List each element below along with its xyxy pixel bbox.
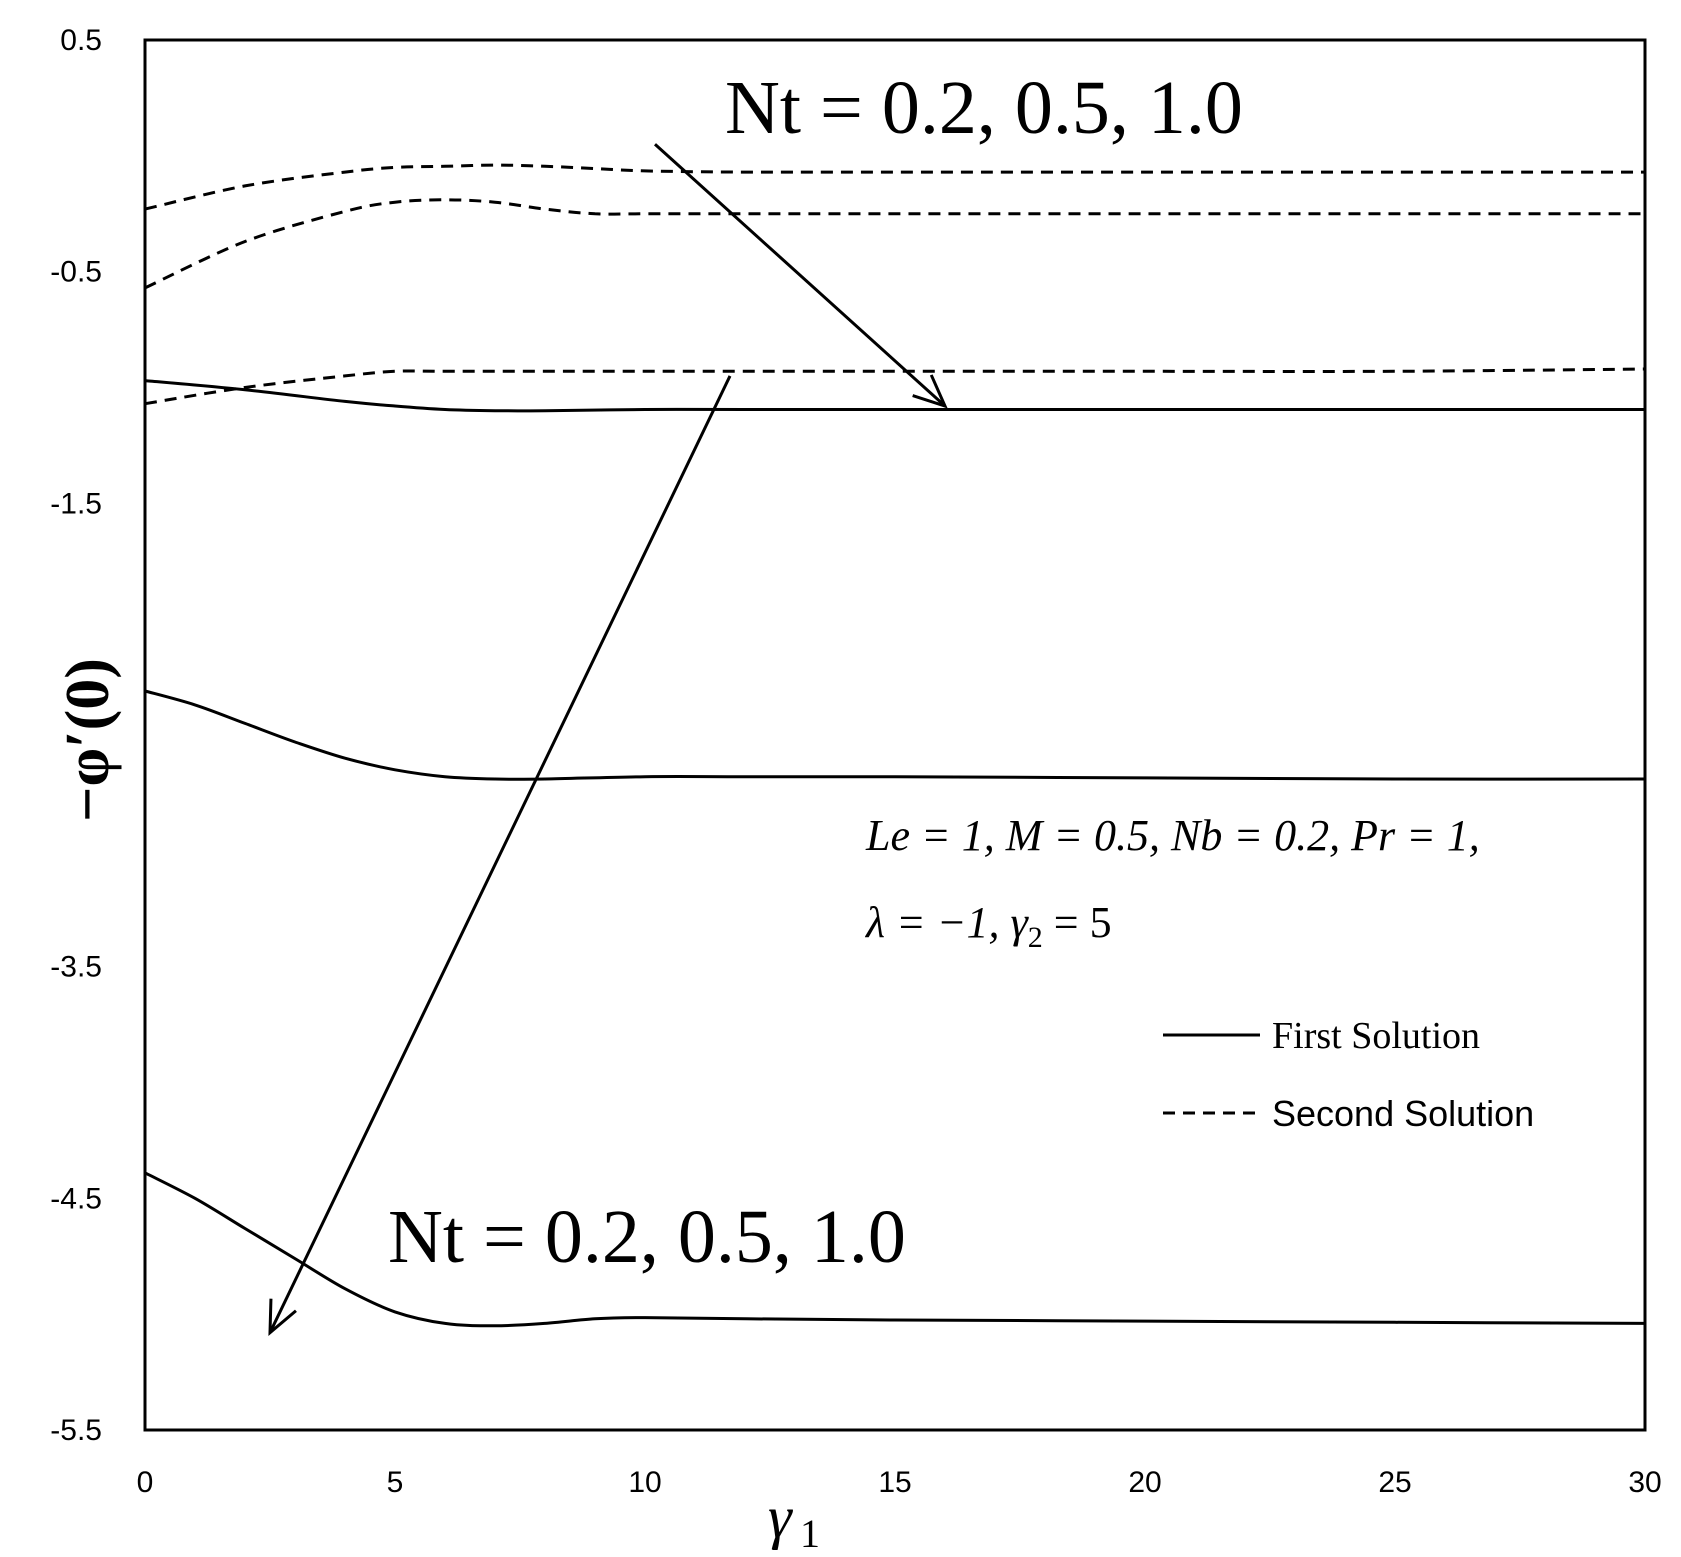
y-tick-label: -1.5 [50,487,102,520]
params-line-2-subscript: 2 [1028,921,1043,954]
x-axis-label: γ [768,1484,793,1550]
second-solution-line-1 [144,198,1645,290]
y-axis-label: −φ′(0) [54,658,122,822]
legend: First Solution Second Solution [1163,1015,1534,1134]
x-tick-label: 5 [387,1466,404,1499]
legend-label-second: Second Solution [1272,1093,1534,1134]
params-line-1: Le = 1, M = 0.5, Nb = 0.2, Pr = 1, [865,811,1480,860]
arrow-shaft-0 [653,143,947,408]
annotation-arrows [268,143,948,1337]
first-solution-line-4 [144,689,1646,781]
y-tick-label: -5.5 [50,1414,102,1447]
params-line-2: λ = −1, γ2 = 5 [864,898,1112,954]
y-tick-label: -3.5 [50,951,102,984]
x-tick-label: 15 [878,1466,911,1499]
second-solution-line-2 [144,367,1646,406]
x-tick-label: 25 [1378,1466,1411,1499]
params-line-2-main: λ = −1, γ [864,898,1029,947]
y-tick-label: 0.5 [60,24,102,57]
y-tick-label: -0.5 [50,256,102,289]
plot-area [143,38,1647,1432]
x-axis-label-subscript: 1 [800,1511,820,1556]
x-tick-label: 30 [1628,1466,1661,1499]
x-tick-label: 20 [1128,1466,1161,1499]
top-arrow-label: Nt = 0.2, 0.5, 1.0 [725,66,1243,150]
bottom-arrow-label: Nt = 0.2, 0.5, 1.0 [388,1195,906,1279]
x-tick-label: 0 [137,1466,154,1499]
y-tick-labels: 0.5 -0.5 -1.5 -3.5 -4.5 -5.5 [50,24,102,1447]
first-solution-line-5 [144,1171,1646,1328]
first-solution-line-3 [144,379,1645,413]
series-group [144,163,1646,1328]
arrow-head-1 [268,1298,297,1337]
params-line-2-end: = 5 [1043,898,1112,947]
x-tick-labels: 0 5 10 15 20 25 30 [137,1466,1662,1499]
arrow-head-0 [912,374,948,409]
x-tick-label: 10 [628,1466,661,1499]
y-tick-label: -4.5 [50,1182,102,1215]
legend-label-first: First Solution [1272,1015,1480,1057]
arrow-shaft-1 [268,375,732,1334]
